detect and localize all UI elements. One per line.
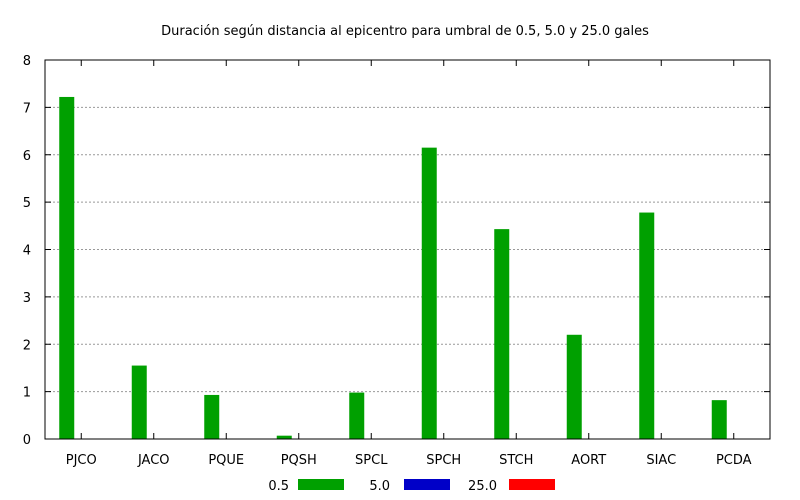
bar-spch-0-5 <box>421 147 437 440</box>
x-tick-label-aort: AORT <box>571 453 606 468</box>
legend-label-5-0: 5.0 <box>369 479 390 494</box>
y-tick-label: 5 <box>23 196 31 211</box>
x-tick-label-stch: STCH <box>499 453 533 468</box>
x-tick-label-siac: SIAC <box>646 453 676 468</box>
chart-title: Duración según distancia al epicentro pa… <box>161 24 649 39</box>
x-tick-label-pcda: PCDA <box>716 453 752 468</box>
x-tick-label-spch: SPCH <box>426 453 461 468</box>
y-tick-label: 3 <box>23 291 31 306</box>
bar-aort-0-5 <box>566 334 582 439</box>
x-tick-label-pjco: PJCO <box>66 453 97 468</box>
bar-spcl-0-5 <box>349 392 365 439</box>
y-tick-label: 8 <box>23 54 31 69</box>
x-tick-label-pqsh: PQSH <box>281 453 317 468</box>
legend-swatch-5-0 <box>404 479 450 490</box>
legend-label-25-0: 25.0 <box>468 479 497 494</box>
y-tick-label: 0 <box>23 433 31 448</box>
x-tick-label-pque: PQUE <box>208 453 244 468</box>
grid-lines <box>45 106 770 393</box>
x-tick-label-jaco: JACO <box>137 453 170 468</box>
legend: 0.5 5.0 25.0 <box>268 479 555 494</box>
bar-pqsh-0-5 <box>276 435 292 439</box>
axis-ticks <box>45 59 770 440</box>
y-tick-label: 1 <box>23 386 31 401</box>
y-tick-label: 7 <box>23 101 31 116</box>
legend-label-0-5: 0.5 <box>268 479 289 494</box>
bar-siac-0-5 <box>639 212 655 439</box>
bars <box>59 96 727 440</box>
x-tick-label-spcl: SPCL <box>355 453 388 468</box>
y-tick-label: 6 <box>23 149 31 164</box>
x-tick-labels: PJCO JACO PQUE PQSH SPCL SPCH STCH AORT SIAC PCDA <box>66 453 752 468</box>
legend-swatch-25-0 <box>509 479 555 490</box>
bar-pcda-0-5 <box>711 400 727 439</box>
y-tick-label: 4 <box>23 244 31 259</box>
y-tick-labels: 0 1 2 3 4 5 6 7 8 <box>23 54 31 448</box>
bar-stch-0-5 <box>494 229 510 439</box>
y-tick-label: 2 <box>23 338 31 353</box>
bar-pque-0-5 <box>204 394 220 439</box>
bar-jaco-0-5 <box>131 365 147 439</box>
bar-pjco-0-5 <box>59 96 75 439</box>
legend-swatch-0-5 <box>298 479 344 490</box>
